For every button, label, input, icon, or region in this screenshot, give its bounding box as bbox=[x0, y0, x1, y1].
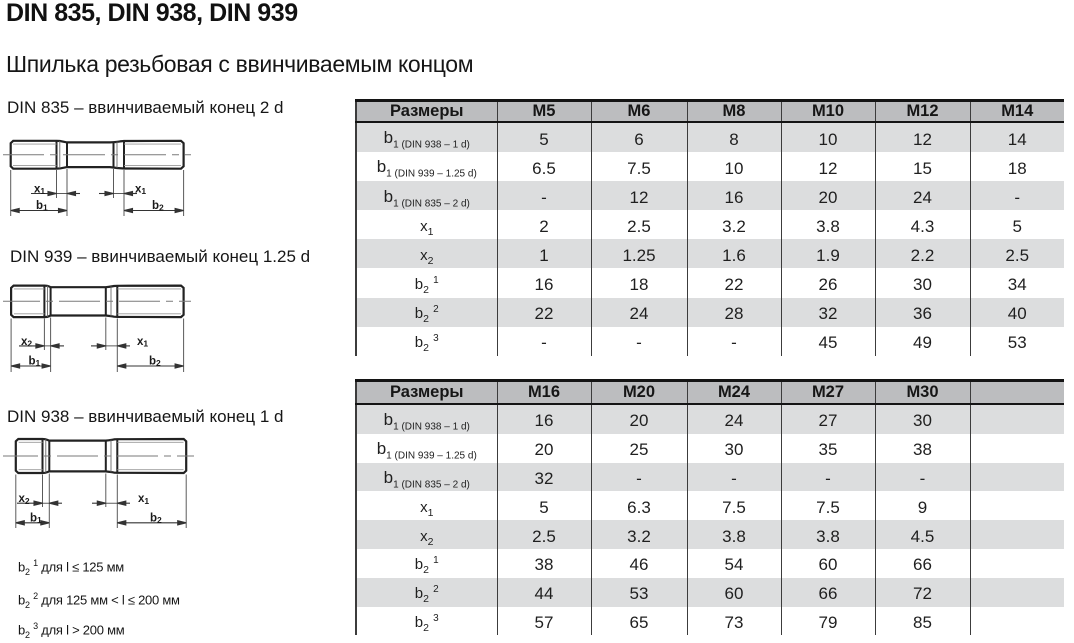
svg-text:b1: b1 bbox=[36, 200, 48, 213]
svg-text:b1: b1 bbox=[29, 356, 41, 369]
svg-text:b2: b2 bbox=[152, 200, 164, 213]
svg-text:b2: b2 bbox=[150, 512, 162, 525]
svg-text:x1: x1 bbox=[135, 184, 146, 197]
svg-text:x2: x2 bbox=[19, 493, 30, 506]
svg-text:x2: x2 bbox=[21, 336, 32, 349]
svg-text:x1: x1 bbox=[138, 493, 149, 506]
svg-text:b2: b2 bbox=[149, 356, 161, 369]
svg-text:x1: x1 bbox=[137, 336, 148, 349]
svg-text:x1: x1 bbox=[34, 184, 45, 197]
svg-text:b1: b1 bbox=[30, 512, 42, 525]
